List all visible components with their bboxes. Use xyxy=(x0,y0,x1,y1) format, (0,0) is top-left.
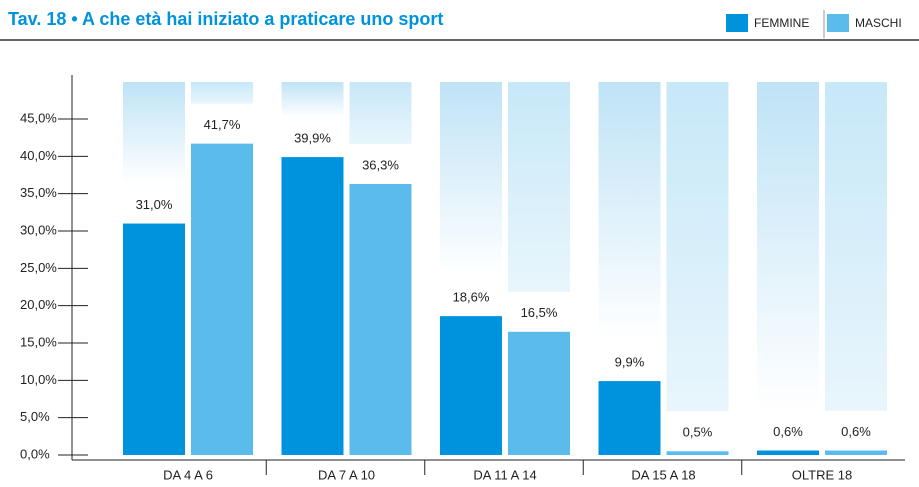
bar xyxy=(666,451,729,455)
x-tick-label: DA 4 A 6 xyxy=(163,467,213,482)
y-tick-label: 30,0% xyxy=(20,222,57,237)
background-column xyxy=(598,82,661,342)
legend-swatch xyxy=(726,14,748,32)
y-tick-label: 10,0% xyxy=(20,372,57,387)
bar xyxy=(123,223,185,455)
value-label: 9,9% xyxy=(615,355,645,370)
value-label: 39,9% xyxy=(294,131,331,146)
bar xyxy=(598,381,661,455)
y-tick-label: 25,0% xyxy=(20,260,57,275)
background-column xyxy=(825,82,887,411)
bar xyxy=(281,157,344,455)
background-column xyxy=(666,82,729,412)
y-tick-label: 20,0% xyxy=(20,297,57,312)
value-label: 16,5% xyxy=(521,305,558,320)
legend-label: MASCHI xyxy=(855,16,902,30)
y-tick-label: 35,0% xyxy=(20,185,57,200)
legend-swatch xyxy=(827,14,849,32)
x-tick-label: DA 7 A 10 xyxy=(318,467,375,482)
background-column xyxy=(191,82,253,104)
background-column xyxy=(123,82,185,184)
value-label: 41,7% xyxy=(204,117,241,132)
value-label: 0,6% xyxy=(773,424,803,439)
x-tick-label: OLTRE 18 xyxy=(792,467,852,482)
bar xyxy=(825,450,887,455)
y-tick-label: 0,0% xyxy=(20,446,50,461)
value-label: 18,6% xyxy=(453,290,490,305)
bar xyxy=(191,143,253,455)
y-tick-label: 5,0% xyxy=(20,409,50,424)
background-column xyxy=(440,82,502,277)
x-tick-label: DA 11 A 14 xyxy=(473,467,536,482)
legend-label: FEMMINE xyxy=(754,16,809,30)
chart-title: Tav. 18 • A che età hai iniziato a prati… xyxy=(8,9,443,29)
x-tick-label: DA 15 A 18 xyxy=(631,467,695,482)
background-column xyxy=(281,82,344,118)
value-label: 36,3% xyxy=(362,157,399,172)
bar xyxy=(757,450,819,455)
background-column xyxy=(508,82,570,292)
background-column xyxy=(757,82,819,411)
bar xyxy=(440,316,502,455)
value-label: 31,0% xyxy=(136,197,173,212)
y-tick-label: 45,0% xyxy=(20,110,57,125)
y-tick-label: 15,0% xyxy=(20,334,57,349)
y-tick-label: 40,0% xyxy=(20,148,57,163)
value-label: 0,6% xyxy=(841,424,871,439)
background-column xyxy=(349,82,412,144)
bar xyxy=(349,183,412,455)
value-label: 0,5% xyxy=(683,425,713,440)
bar xyxy=(508,331,570,455)
